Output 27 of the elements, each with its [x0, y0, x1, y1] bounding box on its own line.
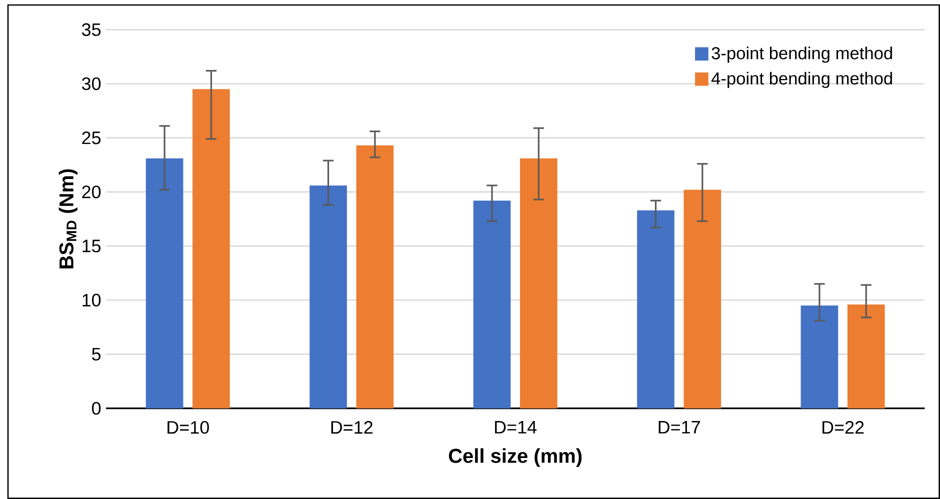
bar — [146, 158, 184, 408]
bar — [637, 210, 674, 408]
y-tick-label: 15 — [82, 240, 101, 252]
y-tick-label: 25 — [82, 131, 101, 144]
y-tick-label: 5 — [92, 348, 101, 360]
bar — [310, 185, 347, 408]
x-tick-label: D=17 — [658, 421, 700, 434]
bar — [473, 200, 511, 408]
y-tick-label: 30 — [82, 77, 101, 90]
y-tick-label: 35 — [82, 23, 101, 36]
x-tick-label: D=14 — [495, 421, 537, 434]
x-tick-label: D=10 — [168, 421, 209, 434]
legend-label: 4-point bending method — [711, 72, 892, 88]
bar — [192, 89, 230, 408]
bar — [847, 304, 885, 408]
y-axis-title: BS$_{MD}$ (Nm) — [58, 169, 78, 268]
legend-label: 3-point bending method — [712, 46, 892, 63]
y-tick-label: 20 — [82, 186, 101, 198]
bar — [520, 158, 558, 408]
x-tick-label: D=12 — [331, 421, 372, 434]
x-axis-title: Cell size (mm) — [448, 448, 582, 467]
bar — [356, 145, 394, 408]
x-tick-label: D=22 — [822, 421, 864, 434]
bar — [800, 306, 838, 408]
y-tick-label: 0 — [92, 402, 101, 415]
bar — [684, 190, 722, 408]
y-tick-label: 10 — [82, 294, 101, 306]
